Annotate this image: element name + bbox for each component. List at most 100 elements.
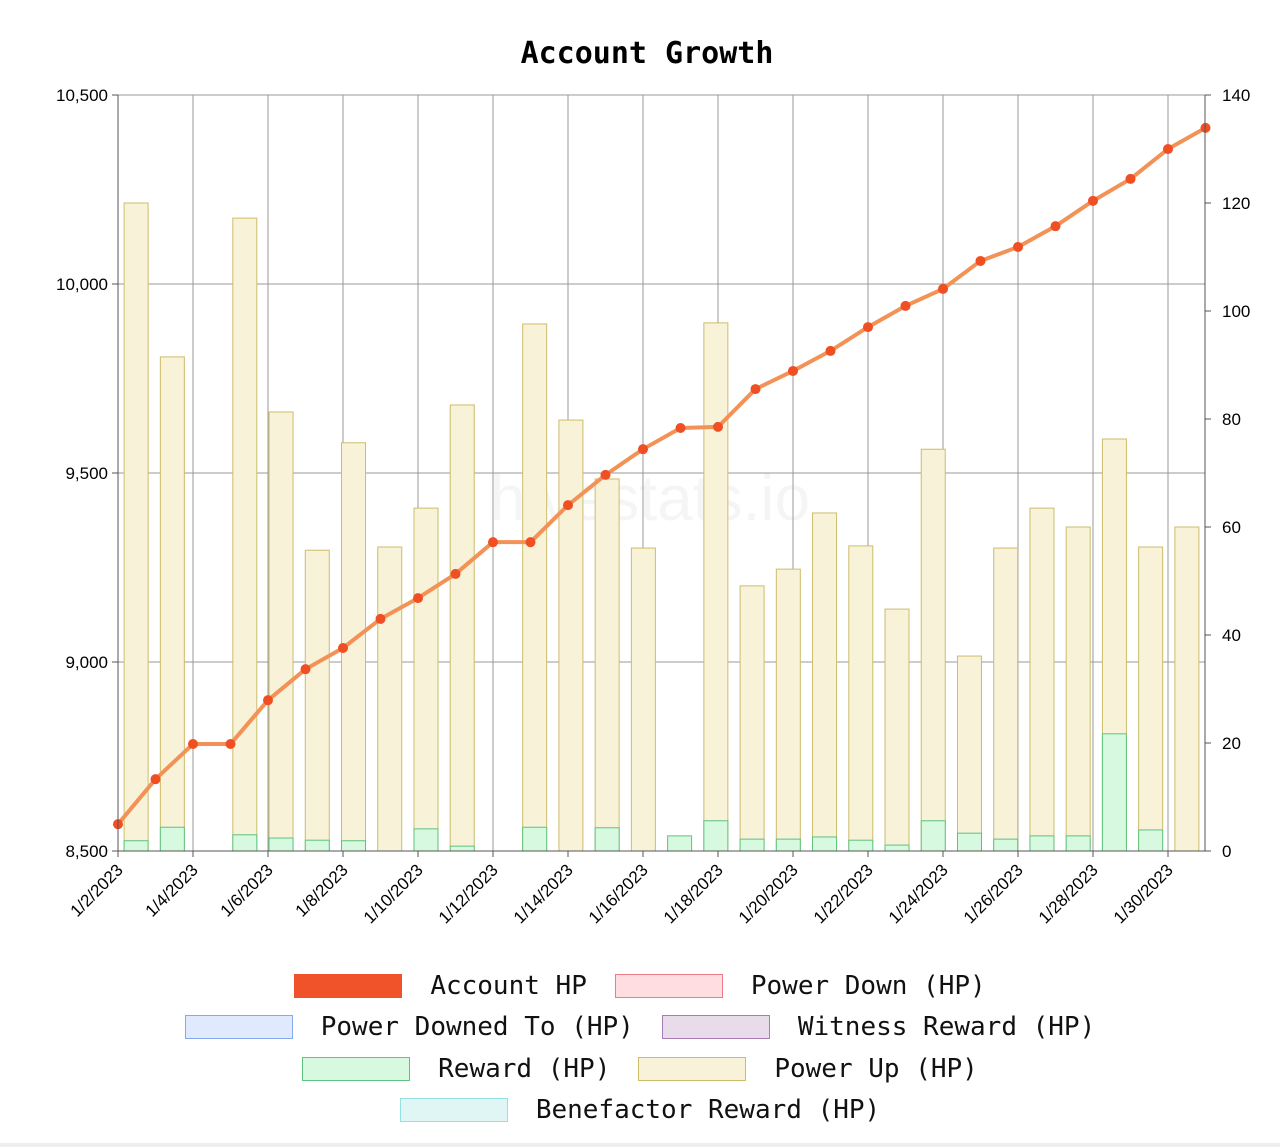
reward-bar xyxy=(956,832,982,852)
power-up-bar xyxy=(232,217,258,852)
legend-row: Account HP Power Down (HP) xyxy=(0,965,1280,1007)
reward-bar xyxy=(848,839,874,852)
power-up-bar xyxy=(775,568,801,852)
account-hp-point xyxy=(750,384,761,395)
left-tick-label: 9,500 xyxy=(65,464,108,483)
legend-item[interactable]: Benefactor Reward (HP) xyxy=(399,1095,881,1126)
account-hp-point xyxy=(825,345,836,356)
account-hp-point xyxy=(1050,221,1061,232)
legend-item[interactable]: Account HP xyxy=(294,971,587,1001)
x-tick-label: 1/20/2023 xyxy=(735,860,802,927)
legend-swatch xyxy=(399,1098,508,1123)
power-up-bar xyxy=(558,419,584,852)
account-hp-point xyxy=(225,739,236,750)
legend-label: Account HP xyxy=(430,970,587,1001)
account-hp-point xyxy=(1163,144,1173,155)
left-tick-label: 10,000 xyxy=(56,275,108,294)
power-up-bar xyxy=(522,323,548,852)
reward-bar xyxy=(993,838,1019,852)
account-hp-point xyxy=(713,421,723,432)
legend-swatch xyxy=(638,1056,747,1081)
x-tick-label: 1/8/2023 xyxy=(292,860,352,920)
account-hp-point xyxy=(375,613,386,624)
legend-item[interactable]: Witness Reward (HP) xyxy=(661,1012,1096,1043)
legend-label: Witness Reward (HP) xyxy=(797,1012,1096,1043)
reward-bar xyxy=(667,835,693,852)
x-tick-label: 1/12/2023 xyxy=(435,860,502,927)
bottom-scrollbar-track xyxy=(0,1143,1280,1147)
legend-row: Power Downed To (HP) Witness Reward (HP) xyxy=(0,1007,1280,1049)
account-hp-point xyxy=(900,300,911,311)
account-hp-point xyxy=(788,365,798,376)
account-hp-point xyxy=(525,537,536,548)
account-hp-point xyxy=(488,537,498,548)
reward-bar xyxy=(1029,835,1055,852)
x-tick-label: 1/26/2023 xyxy=(960,860,1027,927)
legend-swatch xyxy=(661,1015,770,1040)
power-up-bar xyxy=(956,655,982,852)
legend-item[interactable]: Power Downed To (HP) xyxy=(184,1012,634,1042)
power-up-bar xyxy=(739,585,765,852)
account-hp-point xyxy=(975,255,986,266)
legend-label: Power Down (HP) xyxy=(750,970,986,1001)
left-tick-label: 8,500 xyxy=(65,842,108,861)
reward-bar xyxy=(920,820,946,852)
x-tick-label: 1/16/2023 xyxy=(585,860,652,927)
power-up-bar xyxy=(1065,526,1091,852)
legend: Account HP Power Down (HP) Power Downed To… xyxy=(0,965,1280,1131)
power-up-bar xyxy=(1138,546,1164,852)
power-up-bar xyxy=(123,202,149,852)
account-hp-point xyxy=(188,739,198,750)
reward-bar xyxy=(341,840,367,852)
account-hp-point xyxy=(600,469,611,480)
right-tick-label: 60 xyxy=(1222,518,1241,537)
account-hp-point xyxy=(338,643,348,654)
power-up-bar xyxy=(848,545,874,852)
right-tick-label: 120 xyxy=(1222,194,1250,213)
legend-item[interactable]: Power Up (HP) xyxy=(638,1054,978,1084)
x-tick-label: 1/14/2023 xyxy=(510,860,577,927)
reward-bar xyxy=(268,837,294,852)
right-tick-label: 140 xyxy=(1222,86,1250,105)
account-growth-chart: Account Growth hivestats.io 8,5009,0009,… xyxy=(56,36,1250,927)
account-hp-line xyxy=(116,126,1207,826)
reward-bar xyxy=(1138,829,1164,852)
right-tick-label: 20 xyxy=(1222,734,1241,753)
power-up-bar xyxy=(1174,526,1200,852)
account-hp-point xyxy=(413,593,423,604)
account-hp-point xyxy=(263,695,273,706)
account-hp-point xyxy=(1013,241,1023,252)
right-tick-label: 80 xyxy=(1222,410,1241,429)
x-tick-label: 1/6/2023 xyxy=(217,860,277,920)
x-tick-label: 1/24/2023 xyxy=(885,860,952,927)
legend-label: Benefactor Reward (HP) xyxy=(535,1095,881,1126)
power-up-bar xyxy=(268,411,294,852)
reward-bar xyxy=(449,845,475,852)
legend-row: Benefactor Reward (HP) xyxy=(0,1090,1280,1132)
account-hp-point xyxy=(863,322,873,333)
left-tick-label: 10,500 xyxy=(56,86,108,105)
reward-bar xyxy=(812,836,838,852)
legend-item[interactable]: Power Down (HP) xyxy=(614,970,986,1001)
power-up-bar xyxy=(413,507,439,852)
power-up-bar xyxy=(630,547,656,852)
account-hp-point xyxy=(675,423,686,434)
power-up-bar xyxy=(159,356,185,852)
legend-item[interactable]: Reward (HP) xyxy=(302,1054,610,1084)
legend-label: Reward (HP) xyxy=(438,1053,611,1084)
x-tick-label: 1/18/2023 xyxy=(660,860,727,927)
power-up-bar xyxy=(812,512,838,852)
right-tick-label: 0 xyxy=(1222,842,1231,861)
legend-label: Power Up (HP) xyxy=(774,1053,978,1084)
reward-bar xyxy=(1101,733,1127,852)
x-tick-label: 1/28/2023 xyxy=(1035,860,1102,927)
account-hp-point xyxy=(563,500,573,511)
legend-swatch xyxy=(614,973,723,998)
account-hp-point xyxy=(1088,195,1098,206)
reward-bar xyxy=(703,820,729,852)
power-up-bar xyxy=(993,547,1019,852)
right-tick-label: 40 xyxy=(1222,626,1241,645)
x-tick-label: 1/10/2023 xyxy=(360,860,427,927)
x-tick-label: 1/22/2023 xyxy=(810,860,877,927)
reward-bar xyxy=(123,840,149,852)
